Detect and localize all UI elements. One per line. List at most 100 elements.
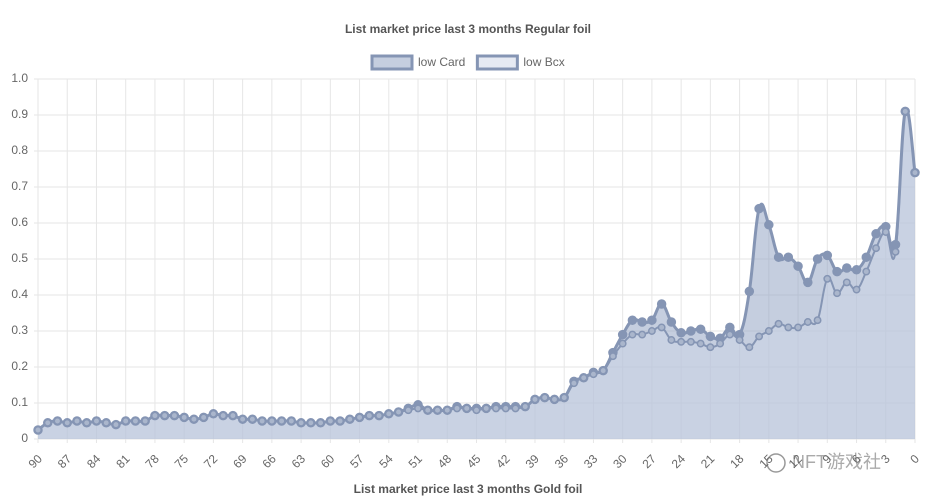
data-point — [589, 370, 598, 379]
data-point — [735, 336, 744, 344]
data-point — [851, 265, 862, 275]
data-point — [394, 408, 403, 416]
data-point — [423, 406, 432, 415]
legend-label: low Card — [418, 55, 465, 69]
x-tick-label: 30 — [610, 451, 630, 471]
data-point — [472, 406, 481, 415]
data-point — [725, 330, 734, 339]
data-point — [131, 417, 140, 425]
y-tick-label: 0.4 — [11, 287, 28, 301]
data-point — [482, 404, 491, 413]
data-point — [199, 413, 208, 422]
data-point — [754, 203, 764, 214]
data-point — [657, 323, 666, 332]
x-tick-label: 69 — [230, 451, 250, 471]
data-point — [716, 339, 725, 348]
data-point — [686, 337, 695, 346]
x-tick-label: 42 — [493, 451, 513, 471]
data-point — [82, 418, 91, 427]
chart-title: List market price last 3 months Regular … — [345, 22, 591, 36]
y-tick-label: 0.8 — [11, 143, 28, 157]
x-tick-label: 36 — [552, 451, 572, 471]
data-point — [638, 330, 647, 339]
data-point — [832, 266, 842, 277]
data-point — [813, 316, 822, 325]
data-point — [901, 107, 910, 116]
data-point — [647, 327, 656, 335]
x-tick-label: 51 — [406, 451, 426, 471]
data-point — [492, 404, 500, 413]
data-point — [453, 404, 461, 413]
data-point — [336, 417, 345, 425]
data-point — [656, 299, 667, 309]
data-point — [842, 263, 852, 273]
legend-label: low Bcx — [523, 55, 564, 69]
data-point — [345, 415, 354, 424]
x-tick-label: 24 — [669, 451, 689, 471]
data-point — [861, 252, 872, 262]
x-tick-label: 81 — [113, 451, 133, 471]
data-point — [121, 417, 130, 425]
data-point — [608, 352, 617, 361]
data-point — [43, 418, 52, 427]
data-point — [63, 418, 72, 427]
data-point — [550, 395, 559, 404]
data-point — [676, 328, 686, 338]
data-point — [228, 411, 237, 420]
data-point — [521, 402, 530, 411]
data-point — [384, 409, 393, 418]
data-point — [833, 289, 841, 298]
data-point — [160, 411, 169, 420]
data-point — [170, 411, 179, 420]
data-point — [287, 417, 296, 425]
plot — [33, 106, 920, 440]
data-point — [102, 418, 111, 427]
x-tick-label: 27 — [640, 451, 660, 471]
data-point — [238, 415, 247, 424]
x-tick-label: 45 — [464, 451, 484, 471]
data-point — [705, 331, 716, 342]
x-tick-label: 87 — [55, 451, 75, 471]
data-point — [569, 379, 578, 388]
x-tick-label: 54 — [376, 451, 396, 471]
data-point — [677, 337, 686, 346]
data-point — [365, 411, 374, 420]
data-point — [375, 411, 384, 420]
x-tick-label: 21 — [698, 451, 718, 471]
data-point — [773, 252, 784, 262]
data-point — [248, 415, 257, 424]
data-point — [793, 261, 803, 271]
data-point — [755, 332, 764, 341]
data-point — [433, 406, 442, 415]
data-point — [706, 343, 715, 352]
data-point — [822, 250, 833, 261]
data-point — [764, 220, 774, 230]
area — [38, 108, 915, 440]
data-point — [881, 228, 890, 236]
data-point — [803, 277, 813, 288]
data-point — [862, 267, 871, 276]
data-point — [784, 323, 793, 332]
y-tick-label: 0.2 — [11, 359, 28, 373]
x-tick-label: 48 — [435, 451, 455, 471]
x-tick-label: 63 — [289, 451, 309, 471]
data-point — [667, 336, 676, 344]
legend-swatch — [475, 54, 519, 71]
data-point — [852, 285, 861, 294]
x-tick-label: 57 — [347, 451, 367, 471]
data-point — [443, 406, 452, 415]
data-point — [783, 252, 794, 262]
data-point — [891, 247, 900, 256]
data-point — [744, 286, 755, 297]
footer-title: List market price last 3 months Gold foi… — [354, 482, 583, 496]
watermark-icon — [766, 453, 786, 473]
data-point — [219, 411, 228, 420]
data-point — [540, 393, 549, 402]
data-point — [462, 404, 471, 413]
x-tick-label: 78 — [143, 451, 163, 471]
data-point — [599, 366, 608, 375]
data-point — [258, 417, 267, 425]
data-point — [911, 168, 919, 177]
data-point — [297, 418, 306, 427]
